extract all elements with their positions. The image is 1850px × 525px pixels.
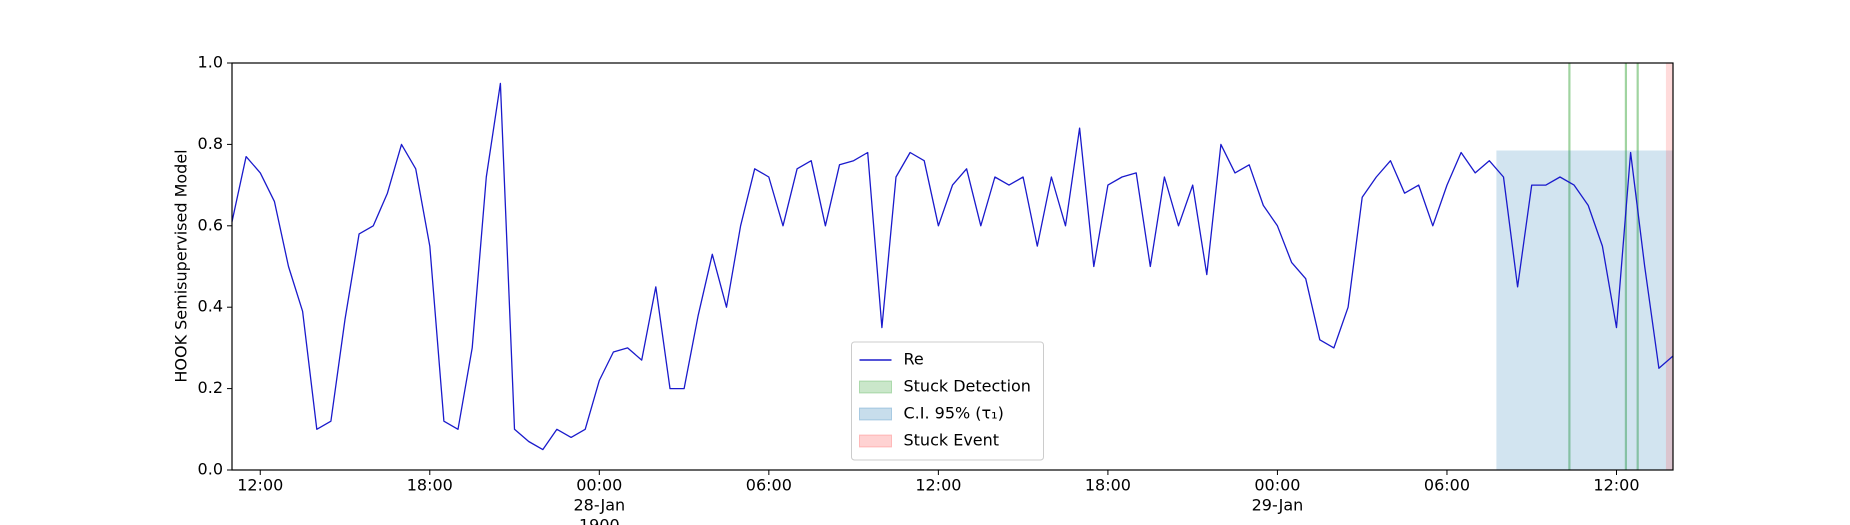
y-tick-label: 0.6 bbox=[198, 215, 223, 234]
y-tick-label: 0.2 bbox=[198, 378, 223, 397]
x-tick-label: 29-Jan bbox=[1252, 496, 1304, 515]
x-tick-label: 28-Jan bbox=[573, 496, 625, 515]
legend-label: Stuck Event bbox=[904, 431, 1000, 450]
x-tick-label: 06:00 bbox=[1424, 476, 1470, 495]
x-tick-label: 12:00 bbox=[237, 476, 283, 495]
y-tick-label: 1.0 bbox=[198, 53, 223, 72]
x-tick-label: 12:00 bbox=[1593, 476, 1639, 495]
legend-swatch bbox=[859, 407, 892, 421]
region-span bbox=[1496, 150, 1673, 470]
legend-label: C.I. 95% (τ₁) bbox=[904, 404, 1004, 423]
legend-swatch bbox=[859, 380, 892, 394]
x-tick-label: 12:00 bbox=[915, 476, 961, 495]
y-tick-label: 0.0 bbox=[198, 460, 223, 479]
region-span bbox=[1665, 63, 1673, 470]
x-tick-label: 00:00 bbox=[576, 476, 622, 495]
legend-label: Re bbox=[904, 350, 924, 369]
legend-box bbox=[851, 341, 1044, 461]
y-tick-label: 0.8 bbox=[198, 134, 223, 153]
legend-label: Stuck Detection bbox=[904, 377, 1031, 396]
legend: Re Stuck Detection C.I. 95% (τ₁) Stuck Even… bbox=[851, 341, 1044, 461]
y-tick-label: 0.4 bbox=[198, 297, 223, 316]
y-axis-label: HOOK Semisupervised Model bbox=[172, 149, 191, 382]
series-line bbox=[231, 82, 1674, 451]
x-tick-label: 1900 bbox=[579, 516, 620, 525]
plot-frame bbox=[231, 62, 1674, 471]
legend-swatch bbox=[859, 434, 892, 448]
x-tick-label: 18:00 bbox=[1085, 476, 1131, 495]
x-tick-label: 18:00 bbox=[407, 476, 453, 495]
x-tick-label: 06:00 bbox=[746, 476, 792, 495]
x-tick-label: 00:00 bbox=[1254, 476, 1300, 495]
